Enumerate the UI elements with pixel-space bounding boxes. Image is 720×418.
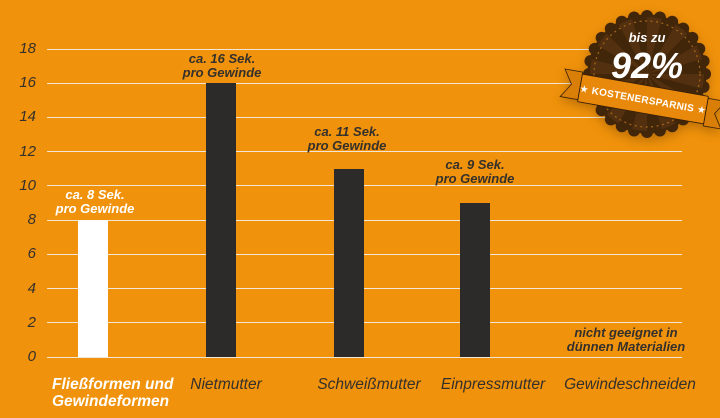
badge-ray	[647, 45, 703, 74]
y-tick-label-6: 6	[27, 245, 36, 263]
y-tick-label-14: 14	[19, 108, 36, 126]
gridline-12	[47, 151, 682, 153]
gridline-6	[47, 253, 682, 255]
category-label-3: Einpressmutter	[440, 376, 546, 393]
annotation-1: ca. 16 Sek. pro Gewinde	[182, 51, 262, 80]
annotation-2: ca. 11 Sek. pro Gewinde	[307, 124, 387, 153]
ribbon-right-tail	[702, 97, 720, 130]
gridline-0	[47, 356, 682, 358]
gridline-14	[47, 116, 682, 118]
y-tick-label-16: 16	[19, 74, 36, 92]
y-tick-label-10: 10	[19, 176, 36, 194]
y-tick-label-4: 4	[27, 279, 36, 297]
badge-ray	[590, 59, 647, 74]
bar-fließformen und-gewindeformen	[78, 220, 108, 357]
y-tick-label-8: 8	[27, 211, 36, 229]
category-label-4: Gewindeschneiden	[564, 376, 696, 393]
bar-einpressmutter	[459, 203, 490, 357]
badge-ray	[647, 24, 688, 74]
annotation-0: ca. 8 Sek. pro Gewinde	[55, 187, 135, 216]
category-label-0: Fließformen und Gewindeformen	[52, 376, 174, 410]
gridline-8	[47, 219, 682, 221]
badge-ray	[647, 74, 704, 89]
badge-ray	[618, 18, 647, 74]
badge-value: 92%	[611, 45, 683, 86]
badge-dotted-ring	[593, 20, 701, 128]
discount-badge: bis zu 92% ★ KOSTENERSPARNIS ★	[559, 10, 720, 138]
annotation-3: ca. 9 Sek. pro Gewinde	[435, 157, 515, 186]
y-tick-label-0: 0	[27, 348, 36, 365]
y-tick-label-2: 2	[27, 313, 36, 331]
ribbon-band	[577, 73, 709, 125]
annotation-4: nicht geeignet in dünnen Materialien	[566, 325, 686, 354]
ribbon-left-tail	[559, 68, 584, 101]
badge-top-label: bis zu	[629, 30, 666, 45]
bar-nietmutter	[206, 83, 236, 357]
gridline-4	[47, 288, 682, 290]
gridline-2	[47, 322, 682, 324]
y-tick-label-12: 12	[19, 142, 36, 160]
gridline-10	[47, 185, 682, 187]
bar-schweißmutter	[333, 168, 364, 357]
gridline-16	[47, 82, 682, 84]
category-label-2: Schweißmutter	[317, 376, 421, 393]
badge-ray	[597, 33, 647, 74]
category-label-1: Nietmutter	[190, 376, 262, 393]
y-tick-label-18: 18	[19, 40, 36, 57]
gridline-18	[47, 48, 682, 50]
badge-ray	[647, 17, 662, 74]
